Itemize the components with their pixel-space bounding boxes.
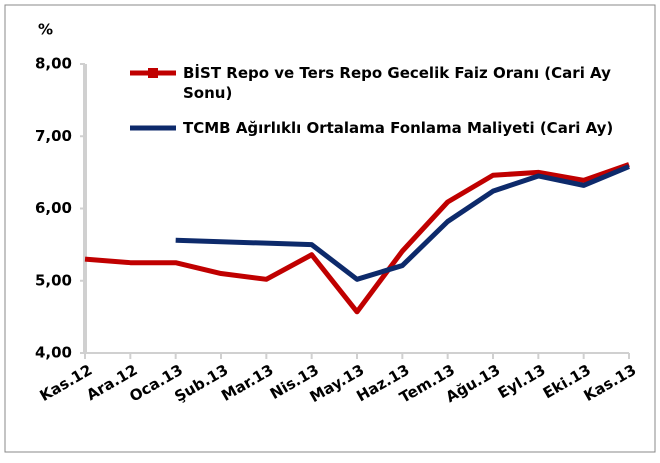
y-axis-label: %	[38, 21, 53, 39]
chart-border	[4, 4, 656, 453]
line-series	[175, 164, 630, 282]
legend-marker	[148, 68, 158, 78]
y-tick-label: 7,00	[35, 127, 72, 145]
line-series	[84, 162, 630, 315]
legend-label: BİST Repo ve Ters Repo Gecelik Faiz Oran…	[183, 64, 611, 102]
y-tick-label: 4,00	[35, 344, 72, 362]
y-tick-label: 5,00	[35, 271, 72, 289]
legend-label: TCMB Ağırlıklı Ortalama Fonlama Maliyeti…	[183, 119, 614, 137]
y-tick-label: 8,00	[35, 55, 72, 73]
y-tick-label: 6,00	[35, 199, 72, 217]
